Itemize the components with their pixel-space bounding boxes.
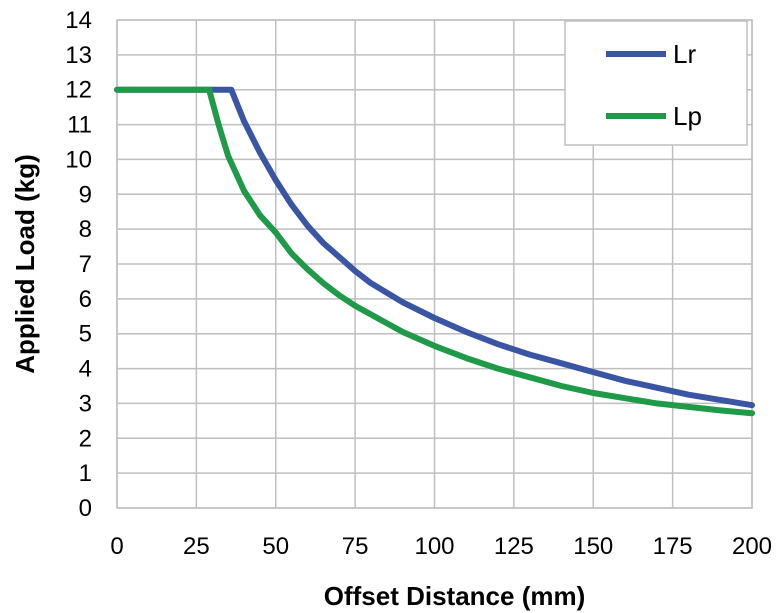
y-tick-label: 7 xyxy=(79,251,92,278)
legend: Lr Lp xyxy=(564,20,748,146)
y-tick-label: 5 xyxy=(79,321,92,348)
y-tick-label: 9 xyxy=(79,181,92,208)
x-tick-label: 150 xyxy=(573,533,613,560)
x-tick-label: 50 xyxy=(262,533,289,560)
y-tick-label: 10 xyxy=(65,146,92,173)
y-tick-label: 8 xyxy=(79,216,92,243)
series-line-lp xyxy=(114,86,755,417)
legend-label-lr: Lr xyxy=(673,39,696,69)
y-tick-label: 11 xyxy=(67,112,92,139)
y-tick-label: 14 xyxy=(65,7,92,34)
x-tick-label: 100 xyxy=(414,533,454,560)
y-tick-label: 2 xyxy=(79,425,92,452)
x-tick-label: 200 xyxy=(732,533,772,560)
y-tick-label: 3 xyxy=(79,390,92,417)
x-tick-label: 0 xyxy=(110,533,123,560)
y-tick-label: 6 xyxy=(79,286,92,313)
x-axis-ticks: 0 25 50 75 100 125 150 175 200 xyxy=(110,533,772,560)
y-tick-label: 0 xyxy=(79,495,92,522)
y-tick-label: 4 xyxy=(79,356,92,383)
x-tick-label: 175 xyxy=(653,533,693,560)
series-lines xyxy=(114,86,755,417)
legend-box xyxy=(564,20,748,146)
x-axis-title: Offset Distance (mm) xyxy=(324,581,586,611)
legend-label-lp: Lp xyxy=(673,101,702,131)
y-axis-title: Applied Load (kg) xyxy=(10,154,40,374)
plot-frame xyxy=(116,19,753,509)
x-tick-label: 25 xyxy=(183,533,210,560)
x-tick-label: 75 xyxy=(342,533,369,560)
y-tick-label: 1 xyxy=(79,460,92,487)
series-line-lr xyxy=(114,86,755,409)
x-tick-label: 125 xyxy=(494,533,534,560)
y-tick-label: 12 xyxy=(65,77,92,104)
y-tick-label: 13 xyxy=(65,42,92,69)
